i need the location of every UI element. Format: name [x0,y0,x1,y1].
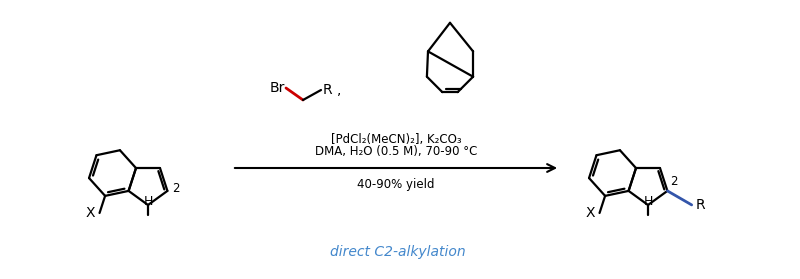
Text: [PdCl₂(MeCN)₂], K₂CO₃: [PdCl₂(MeCN)₂], K₂CO₃ [330,133,462,146]
Text: X: X [86,206,95,220]
Text: Br: Br [270,81,285,95]
Text: 40-90% yield: 40-90% yield [358,178,434,191]
Text: 2: 2 [670,175,678,188]
Text: 2: 2 [173,182,180,195]
Text: H: H [643,195,653,208]
Text: R: R [696,198,706,212]
Text: X: X [586,206,595,220]
Text: R ,: R , [323,83,342,97]
Text: direct C2-alkylation: direct C2-alkylation [330,245,466,259]
Text: H: H [143,195,153,208]
Text: DMA, H₂O (0.5 M), 70-90 °C: DMA, H₂O (0.5 M), 70-90 °C [315,145,477,158]
